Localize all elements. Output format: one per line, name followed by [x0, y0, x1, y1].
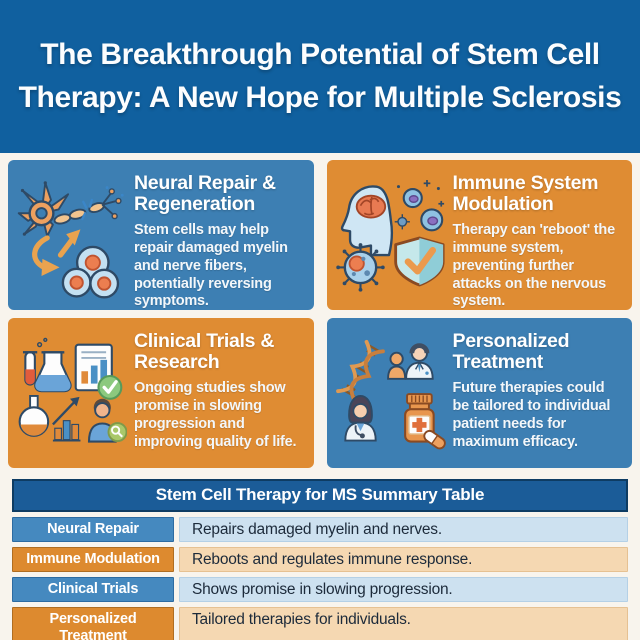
- row-description: Reboots and regulates immune response.: [179, 547, 628, 572]
- card-title: Clinical Trials & Research: [134, 330, 275, 374]
- neuron-and-stem-cells-icon: [8, 160, 132, 310]
- card-title: Neural Repair & Regeneration: [134, 172, 276, 216]
- header-banner: The Breakthrough Potential of Stem Cell …: [0, 0, 640, 153]
- feature-cards-grid: Neural Repair & Regeneration Stem cells …: [0, 153, 640, 468]
- row-label: Personalized Treatment: [12, 607, 174, 640]
- row-label: Clinical Trials: [12, 577, 174, 602]
- card-neural-repair: Neural Repair & Regeneration Stem cells …: [8, 160, 314, 310]
- dna-doctors-medicine-icon: [327, 318, 451, 468]
- page-title: The Breakthrough Potential of Stem Cell …: [19, 34, 622, 119]
- card-body: Stem cells may help repair damaged myeli…: [134, 222, 288, 310]
- row-description: Tailored therapies for individuals.: [179, 607, 628, 640]
- card-title: Immune System Modulation: [452, 172, 599, 216]
- table-row: Personalized Treatment Tailored therapie…: [12, 607, 628, 640]
- table-row: Immune Modulation Reboots and regulates …: [12, 547, 628, 572]
- card-body: Therapy can 'reboot' the immune system, …: [452, 222, 616, 310]
- table-row: Neural Repair Repairs damaged myelin and…: [12, 517, 628, 542]
- row-description: Repairs damaged myelin and nerves.: [179, 517, 628, 542]
- card-body: Ongoing studies show promise in slowing …: [134, 380, 297, 450]
- brain-immune-cells-shield-icon: [327, 160, 451, 310]
- table-row: Clinical Trials Shows promise in slowing…: [12, 577, 628, 602]
- page-title-line1: The Breakthrough Potential of Stem Cell: [40, 37, 600, 71]
- lab-flasks-chart-researcher-icon: [8, 318, 132, 468]
- summary-table-title: Stem Cell Therapy for MS Summary Table: [12, 479, 628, 512]
- row-description: Shows promise in slowing progression.: [179, 577, 628, 602]
- row-label: Immune Modulation: [12, 547, 174, 572]
- row-label: Neural Repair: [12, 517, 174, 542]
- card-title: Personalized Treatment: [452, 330, 570, 374]
- card-body: Future therapies could be tailored to in…: [452, 380, 611, 450]
- card-immune-modulation: Immune System Modulation Therapy can 're…: [326, 160, 632, 310]
- page-title-line2: Therapy: A New Hope for Multiple Scleros…: [18, 80, 622, 114]
- card-clinical-trials: Clinical Trials & Research Ongoing studi…: [8, 318, 314, 468]
- card-personalized-treatment: Personalized Treatment Future therapies …: [326, 318, 632, 468]
- summary-table: Stem Cell Therapy for MS Summary Table N…: [12, 479, 628, 640]
